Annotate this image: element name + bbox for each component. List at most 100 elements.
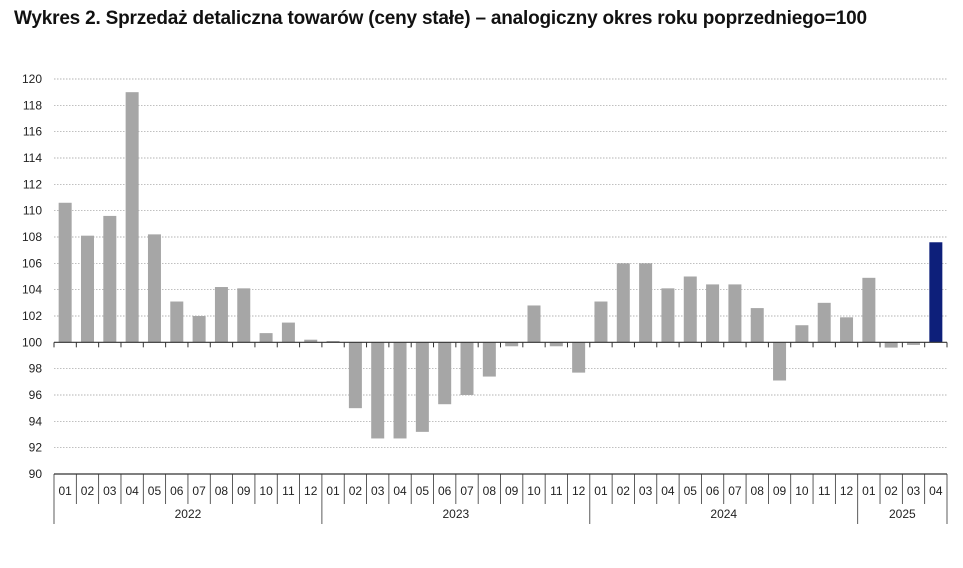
x-tick-label: 07	[728, 484, 742, 498]
x-tick-label: 02	[885, 484, 899, 498]
y-tick-label: 112	[23, 177, 42, 191]
axes	[53, 341, 948, 524]
bar	[259, 333, 273, 343]
x-tick-label: 04	[393, 484, 407, 498]
bar	[840, 317, 854, 343]
bar	[616, 263, 630, 343]
year-label: 2023	[442, 507, 469, 521]
x-tick-label: 08	[751, 484, 765, 498]
x-tick-label: 03	[907, 484, 921, 498]
x-tick-label: 02	[81, 484, 95, 498]
x-tick-label: 04	[929, 484, 943, 498]
x-tick-label: 06	[706, 484, 720, 498]
x-tick-label: 11	[550, 484, 563, 498]
y-tick-label: 118	[23, 98, 42, 112]
x-tick-label: 12	[840, 484, 854, 498]
y-tick-label: 106	[22, 256, 42, 270]
bar	[862, 277, 876, 343]
x-tick-label: 04	[125, 484, 139, 498]
bar	[572, 342, 586, 373]
bar	[929, 242, 943, 343]
bar	[750, 308, 764, 343]
bar	[214, 287, 228, 343]
bar	[237, 288, 251, 343]
x-tick-label: 09	[505, 484, 519, 498]
y-tick-label: 98	[29, 362, 43, 376]
x-tick-label: 12	[304, 484, 318, 498]
bar	[549, 342, 563, 347]
y-tick-label: 104	[22, 283, 42, 297]
bar	[683, 276, 697, 343]
bar	[393, 342, 407, 439]
bar	[103, 215, 117, 343]
bars	[58, 92, 943, 439]
chart-title: Wykres 2. Sprzedaż detaliczna towarów (c…	[14, 8, 867, 29]
bar	[482, 342, 496, 377]
x-tick-label: 02	[617, 484, 631, 498]
bar	[170, 301, 184, 343]
bar	[706, 284, 720, 343]
x-tick-label: 08	[215, 484, 229, 498]
x-tick-label: 05	[148, 484, 162, 498]
bar	[728, 284, 742, 343]
x-tick-label: 03	[639, 484, 653, 498]
bar	[795, 325, 809, 343]
bar	[884, 342, 898, 348]
x-tick-label: 01	[58, 484, 72, 498]
y-tick-label: 94	[29, 414, 43, 428]
y-tick-label: 110	[23, 204, 42, 218]
x-tick-label: 03	[103, 484, 117, 498]
gridlines	[54, 78, 947, 449]
axis-labels: 9092949698100102104106108110112114116118…	[22, 72, 943, 521]
bar	[907, 342, 921, 345]
x-tick-label: 06	[170, 484, 184, 498]
x-tick-label: 04	[661, 484, 675, 498]
x-tick-label: 11	[282, 484, 295, 498]
x-tick-label: 05	[684, 484, 698, 498]
x-tick-label: 10	[259, 484, 273, 498]
bar	[125, 92, 139, 343]
x-tick-label: 09	[237, 484, 251, 498]
x-tick-label: 06	[438, 484, 452, 498]
bar	[438, 342, 452, 405]
bar	[460, 342, 474, 395]
x-tick-label: 12	[572, 484, 586, 498]
bar	[773, 342, 787, 381]
x-tick-label: 02	[349, 484, 363, 498]
x-tick-label: 01	[862, 484, 876, 498]
y-tick-label: 114	[23, 151, 42, 165]
bar	[80, 235, 94, 343]
bar	[304, 339, 318, 343]
year-label: 2024	[710, 507, 737, 521]
x-tick-label: 07	[460, 484, 474, 498]
bar	[639, 263, 653, 343]
y-tick-label: 108	[22, 230, 42, 244]
bar	[326, 341, 340, 343]
x-tick-label: 08	[483, 484, 497, 498]
bar	[415, 342, 429, 432]
x-tick-label: 03	[371, 484, 385, 498]
bar	[281, 322, 295, 343]
bar	[527, 305, 541, 343]
bar	[371, 342, 385, 439]
bar	[505, 342, 519, 347]
year-label: 2025	[889, 507, 916, 521]
x-tick-label: 10	[527, 484, 541, 498]
y-tick-label: 92	[29, 441, 43, 455]
bar	[192, 316, 206, 343]
y-tick-label: 100	[22, 335, 42, 349]
bar	[58, 202, 72, 343]
x-tick-label: 01	[594, 484, 608, 498]
x-tick-label: 01	[326, 484, 340, 498]
bar	[147, 234, 161, 343]
y-tick-label: 116	[23, 125, 42, 139]
y-tick-label: 120	[22, 72, 42, 86]
y-tick-label: 96	[29, 388, 43, 402]
x-tick-label: 09	[773, 484, 787, 498]
x-tick-label: 07	[192, 484, 206, 498]
year-label: 2022	[175, 507, 202, 521]
x-tick-label: 05	[416, 484, 430, 498]
y-tick-label: 102	[22, 309, 42, 323]
y-tick-label: 90	[29, 467, 43, 481]
